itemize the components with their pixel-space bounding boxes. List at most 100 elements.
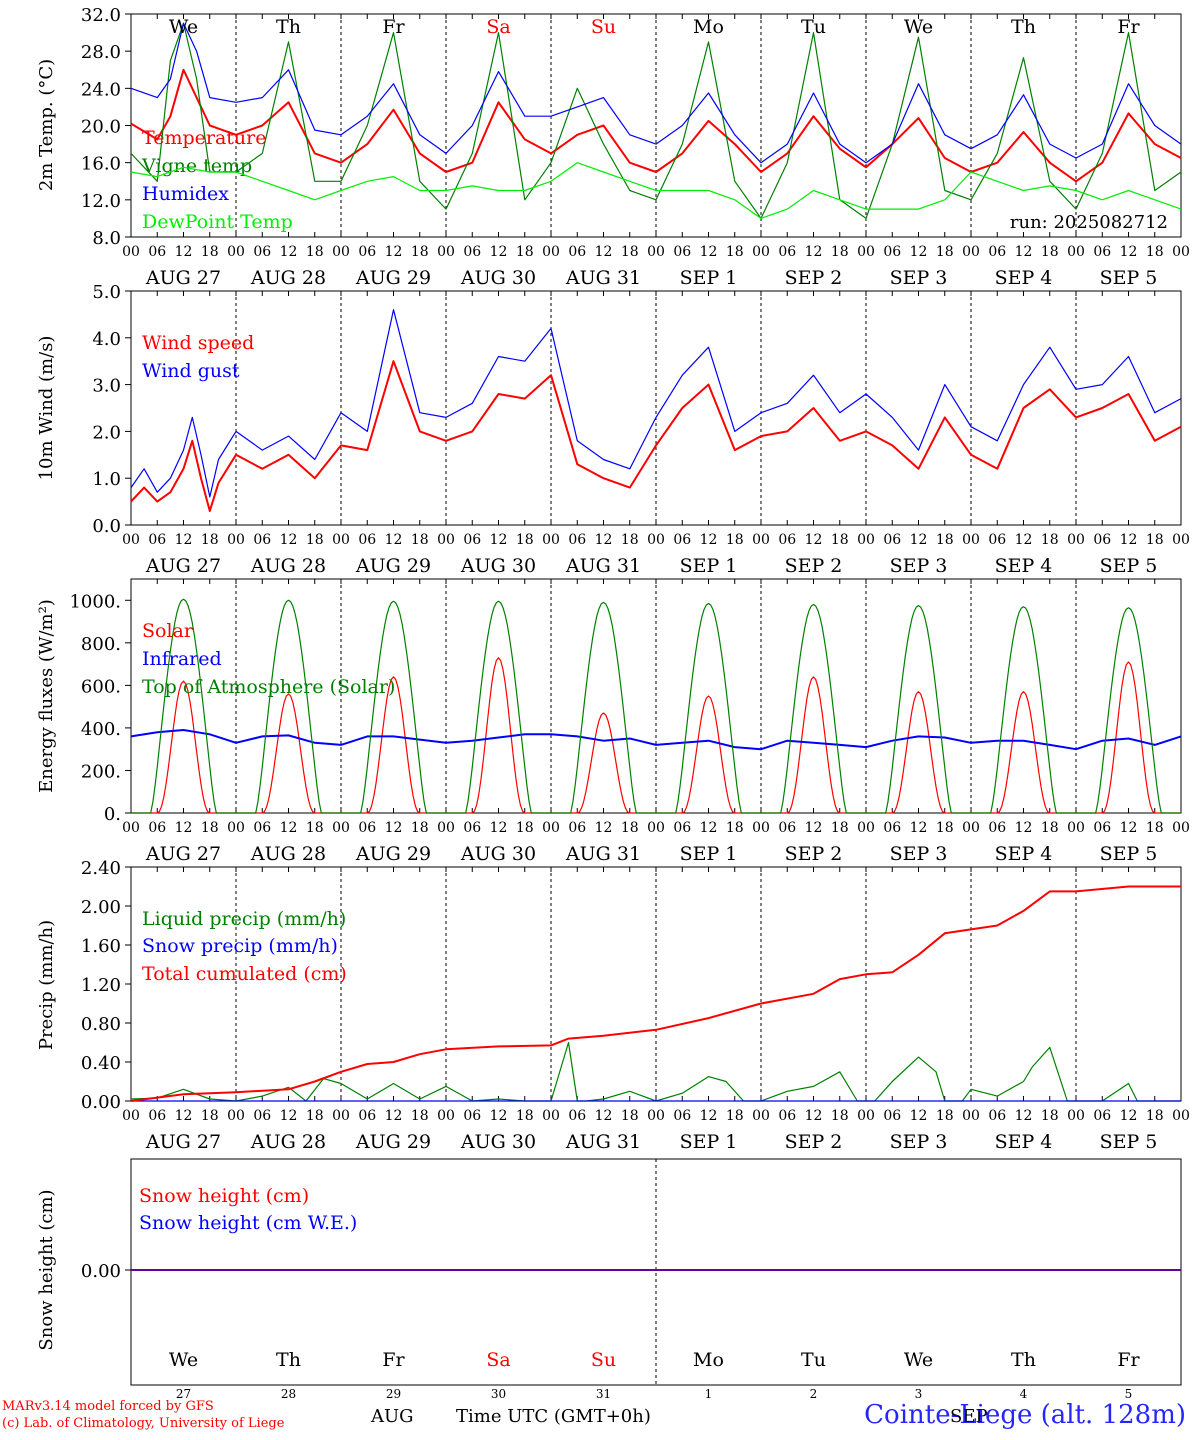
x-tick-label: 06 — [1093, 532, 1111, 548]
x-tick-label: 12 — [1120, 820, 1138, 836]
day-label: SEP 5 — [1100, 555, 1158, 577]
series-wind-speed — [130, 360, 1182, 512]
x-tick-label: 06 — [988, 244, 1006, 260]
x-tick-label: 18 — [726, 820, 744, 836]
day-label: SEP 3 — [890, 267, 948, 289]
weekday-label-bottom: Mo — [693, 1349, 724, 1371]
day-label: SEP 3 — [890, 555, 948, 577]
x-tick-label: 18 — [936, 532, 954, 548]
x-tick-label: 00 — [1172, 1108, 1190, 1124]
x-tick-label: 06 — [253, 532, 271, 548]
x-tick-label: 12 — [490, 532, 508, 548]
x-tick-label: 06 — [883, 820, 901, 836]
x-tick-label: 00 — [227, 244, 245, 260]
day-label: SEP 1 — [680, 1131, 738, 1153]
x-tick-label: 06 — [463, 820, 481, 836]
footer-time-label: Time UTC (GMT+0h) — [456, 1406, 651, 1427]
x-tick-label: 00 — [857, 1108, 875, 1124]
x-tick-label: 12 — [280, 244, 298, 260]
x-tick-label: 12 — [175, 820, 193, 836]
day-label: AUG 31 — [565, 267, 641, 289]
x-tick-label: 06 — [148, 1108, 166, 1124]
x-tick-label: 18 — [516, 244, 534, 260]
x-tick-label: 06 — [673, 1108, 691, 1124]
x-tick-label: 06 — [883, 244, 901, 260]
day-label: SEP 2 — [785, 843, 843, 865]
day-number-label: 31 — [596, 1387, 611, 1401]
x-tick-label: 12 — [595, 1108, 613, 1124]
day-number-label: 5 — [1125, 1387, 1133, 1401]
x-tick-label: 00 — [332, 1108, 350, 1124]
x-tick-label: 06 — [883, 1108, 901, 1124]
x-tick-label: 12 — [280, 1108, 298, 1124]
x-tick-label: 06 — [568, 532, 586, 548]
y-tick-label: 28.0 — [81, 42, 121, 63]
x-tick-label: 06 — [148, 820, 166, 836]
x-tick-label: 12 — [805, 532, 823, 548]
weekday-label-bottom: Th — [276, 1349, 301, 1371]
weekday-label-top: Th — [1011, 16, 1036, 38]
y-tick-label: 0. — [104, 804, 121, 825]
series-top-of-atmosphere-solar- — [131, 598, 1181, 814]
x-tick-label: 12 — [700, 1108, 718, 1124]
x-tick-label: 06 — [988, 820, 1006, 836]
day-label: AUG 31 — [565, 843, 641, 865]
x-tick-label: 18 — [201, 244, 219, 260]
x-tick-label: 06 — [463, 532, 481, 548]
station-label: Cointe-Liege (alt. 128m) — [864, 1400, 1186, 1430]
weekday-label-top: Mo — [693, 16, 724, 38]
x-tick-label: 06 — [778, 820, 796, 836]
x-tick-label: 00 — [962, 244, 980, 260]
x-tick-label: 00 — [227, 1108, 245, 1124]
weekday-label-top: We — [904, 16, 933, 38]
x-tick-label: 18 — [516, 532, 534, 548]
y-tick-label: 0.80 — [81, 1014, 121, 1035]
footer-month-sep: SEP — [950, 1406, 988, 1427]
x-tick-label: 06 — [463, 244, 481, 260]
day-number-label: 4 — [1020, 1387, 1028, 1401]
x-tick-label: 06 — [253, 1108, 271, 1124]
x-tick-label: 18 — [306, 1108, 324, 1124]
x-tick-label: 12 — [385, 820, 403, 836]
weekday-label-top: Sa — [486, 16, 510, 38]
x-tick-label: 18 — [621, 532, 639, 548]
x-tick-label: 00 — [122, 244, 140, 260]
y-tick-label: 4.0 — [92, 329, 121, 350]
x-tick-label: 12 — [1120, 244, 1138, 260]
x-tick-label: 00 — [647, 532, 665, 548]
y-tick-label: 5.0 — [92, 282, 121, 303]
x-tick-label: 12 — [1015, 820, 1033, 836]
x-tick-label: 18 — [726, 532, 744, 548]
day-label: AUG 29 — [355, 555, 431, 577]
x-tick-label: 12 — [385, 244, 403, 260]
x-tick-label: 12 — [910, 820, 928, 836]
series-temperature — [130, 68, 1182, 183]
y-tick-label: 20.0 — [81, 117, 121, 138]
day-label: AUG 28 — [250, 555, 326, 577]
legend-wind-speed: Wind speed — [142, 332, 254, 354]
x-tick-label: 12 — [805, 820, 823, 836]
x-tick-label: 18 — [1041, 532, 1059, 548]
x-tick-label: 12 — [595, 244, 613, 260]
x-tick-label: 00 — [647, 1108, 665, 1124]
day-label: AUG 30 — [460, 267, 536, 289]
x-tick-label: 18 — [726, 244, 744, 260]
x-tick-label: 00 — [542, 820, 560, 836]
x-tick-label: 18 — [831, 820, 849, 836]
day-label: SEP 2 — [785, 555, 843, 577]
y-tick-label: 8.0 — [92, 228, 121, 249]
day-label: SEP 2 — [785, 1131, 843, 1153]
x-tick-label: 00 — [962, 1108, 980, 1124]
x-tick-label: 18 — [831, 1108, 849, 1124]
series-wind-gust — [130, 309, 1182, 498]
x-tick-label: 18 — [621, 244, 639, 260]
y-tick-label: 400. — [81, 719, 121, 740]
x-tick-label: 18 — [936, 244, 954, 260]
x-tick-label: 12 — [700, 820, 718, 836]
legend-snow-precip-mm-h-: Snow precip (mm/h) — [142, 935, 338, 957]
x-tick-label: 00 — [332, 532, 350, 548]
day-label: SEP 3 — [890, 1131, 948, 1153]
credit-line-1: MARv3.14 model forced by GFS — [2, 1399, 214, 1414]
weekday-label-bottom: Tu — [801, 1349, 826, 1371]
x-tick-label: 12 — [805, 1108, 823, 1124]
